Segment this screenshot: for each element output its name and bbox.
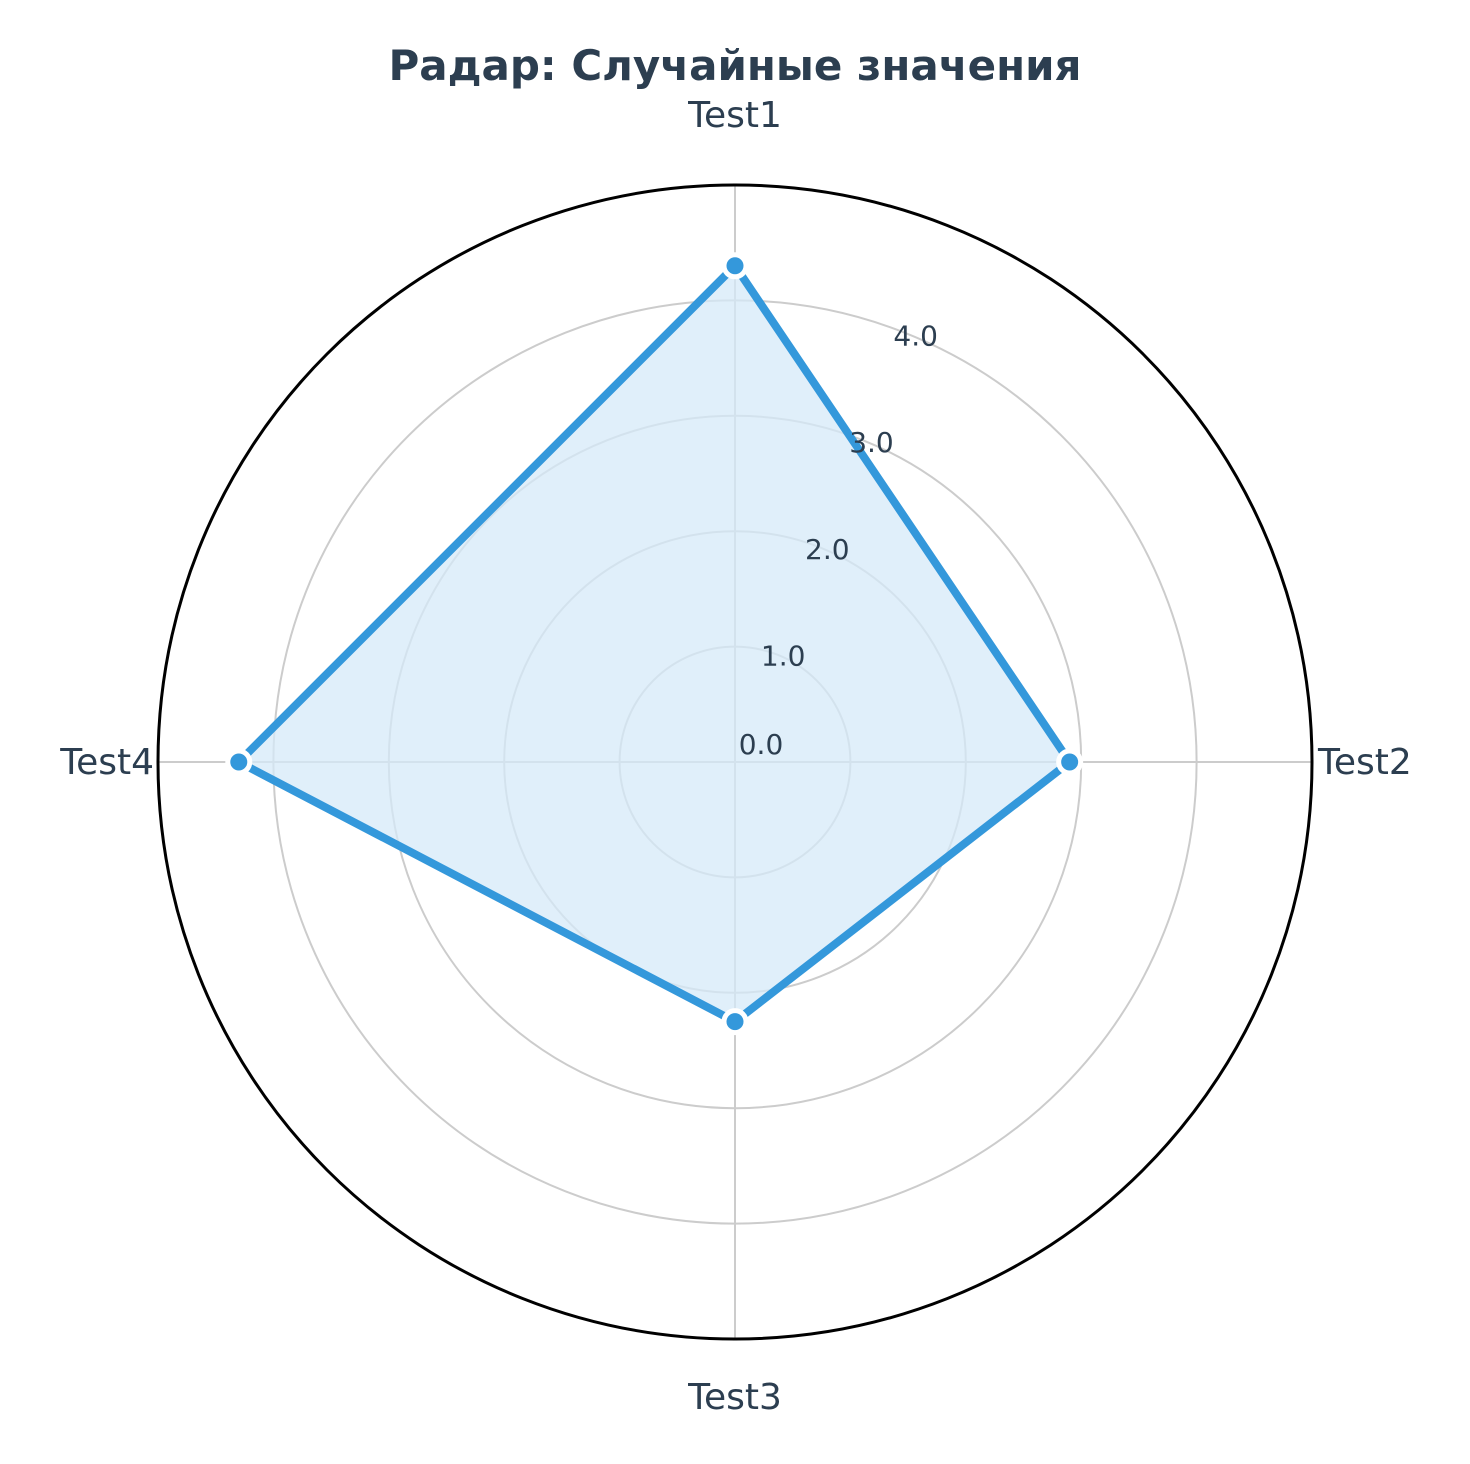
label-layer: 0.0 1.0 2.0 3.0 4.0 Test1 Test2 Test3 Test4	[59, 95, 1412, 1418]
category-label-test3: Test3	[687, 1377, 782, 1418]
chart-title: Радар: Случайные значения	[388, 41, 1081, 90]
rtick-label-3: 3.0	[849, 426, 894, 459]
series-fill	[238, 265, 1070, 1022]
data-layer	[225, 252, 1084, 1036]
category-label-test4: Test4	[59, 742, 154, 783]
rtick-label-2: 2.0	[805, 533, 850, 566]
rtick-label-1: 1.0	[761, 639, 806, 672]
data-point-test2	[1056, 748, 1084, 776]
data-point-test4	[225, 748, 253, 776]
outer-circle	[156, 183, 1314, 1341]
category-label-test1: Test1	[687, 95, 782, 136]
rtick-label-0: 0.0	[739, 728, 784, 761]
category-label-test2: Test2	[1317, 742, 1412, 783]
rtick-label-4: 4.0	[893, 320, 938, 353]
data-point-test1	[721, 252, 749, 280]
data-point-test3	[721, 1008, 749, 1036]
